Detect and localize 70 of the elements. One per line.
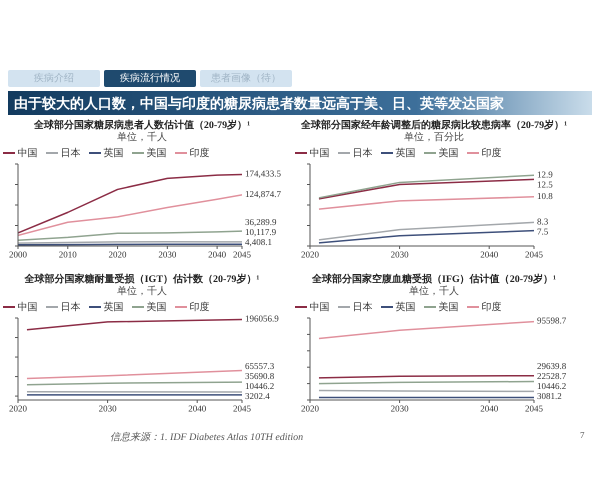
legend-label: 中国: [18, 300, 38, 314]
legend-label: 中国: [310, 146, 330, 160]
data-label: 4,408.1: [245, 237, 272, 248]
legend-label: 美国: [438, 300, 458, 314]
data-label: 10446.2: [537, 381, 566, 392]
legend-label: 印度: [482, 146, 502, 160]
legend-label: 中国: [18, 146, 38, 160]
x-tick-label: 2020: [301, 403, 320, 414]
legend-label: 英国: [104, 146, 124, 160]
data-label: 35690.8: [245, 371, 275, 382]
legend-label: 印度: [482, 300, 502, 314]
x-tick-label: 2020: [301, 249, 320, 260]
data-label: 3202.4: [245, 391, 270, 402]
legend-label: 日本: [352, 146, 372, 160]
text: 由于较大的人口数，中国与印度的糖尿病患者数量远高于美、日、英等发达国家: [8, 91, 592, 115]
chart-subtitle: 单位，千人: [408, 286, 460, 298]
data-label: 29639.8: [537, 361, 567, 372]
data-label: 95598.7: [537, 316, 567, 326]
legend-label: 印度: [190, 300, 210, 314]
data-label: 22528.7: [537, 371, 567, 382]
x-tick-label: 2040: [480, 403, 499, 414]
x-tick-label: 2030: [390, 249, 410, 260]
text: 7: [580, 430, 584, 440]
data-label: 10,117.9: [245, 227, 277, 238]
x-tick-label: 2040: [480, 249, 499, 260]
x-tick-label: 2000: [9, 249, 28, 260]
text: 疾病流行情况: [104, 70, 196, 87]
data-label: 10.8: [537, 190, 554, 201]
x-tick-label: 2045: [233, 249, 252, 260]
x-tick-label: 2045: [233, 403, 252, 414]
x-tick-label: 2030: [390, 403, 410, 414]
data-label: 196056.9: [245, 314, 280, 324]
x-tick-label: 2030: [158, 249, 177, 260]
data-label: 12.9: [537, 169, 554, 180]
legend-label: 印度: [190, 146, 210, 160]
data-label: 36,289.9: [245, 217, 277, 228]
data-label: 8.3: [537, 216, 549, 226]
legend-label: 英国: [104, 300, 124, 314]
legend-label: 美国: [438, 146, 458, 160]
chart-title: 全球部分国家糖尿病患者人数估计值（20-79岁）¹: [32, 120, 252, 132]
chart-title: 全球部分国家空腹血糖受损（IFG）估计值（20-79岁）¹: [310, 274, 558, 286]
legend-label: 日本: [60, 300, 80, 314]
data-label: 3081.2: [537, 391, 562, 402]
data-label: 12.5: [537, 179, 554, 190]
data-label: 7.5: [537, 226, 549, 236]
data-label: 65557.3: [245, 361, 275, 372]
x-tick-label: 2020: [9, 403, 28, 414]
chart-subtitle: 单位，千人: [116, 132, 168, 144]
chart-subtitle: 单位，千人: [116, 286, 168, 298]
legend-label: 日本: [60, 146, 80, 160]
x-tick-label: 2010: [58, 249, 78, 260]
data-label: 10446.2: [245, 381, 274, 392]
text: 信息来源：1. IDF Diabetes Atlas 10TH edition: [110, 430, 304, 444]
chart-title: 全球部分国家经年龄调整后的糖尿病比较患病率（20-79岁）¹: [300, 120, 568, 132]
legend-label: 中国: [310, 300, 330, 314]
legend-label: 英国: [396, 146, 416, 160]
legend-label: 美国: [146, 146, 166, 160]
chart-title: 全球部分国家糖耐量受损（IGT）估计数（20-79岁）¹: [24, 274, 260, 286]
legend-label: 英国: [396, 300, 416, 314]
x-tick-label: 2040: [208, 249, 227, 260]
x-tick-label: 2030: [98, 403, 118, 414]
data-label: 124,874.7: [245, 188, 282, 199]
x-tick-label: 2045: [525, 249, 544, 260]
x-tick-label: 2040: [188, 403, 207, 414]
data-label: 174,433.5: [245, 168, 282, 179]
legend-label: 日本: [352, 300, 372, 314]
x-tick-label: 2045: [525, 403, 544, 414]
x-tick-label: 2020: [108, 249, 128, 260]
chart-subtitle: 单位，百分比: [403, 132, 465, 144]
legend-label: 美国: [146, 300, 166, 314]
